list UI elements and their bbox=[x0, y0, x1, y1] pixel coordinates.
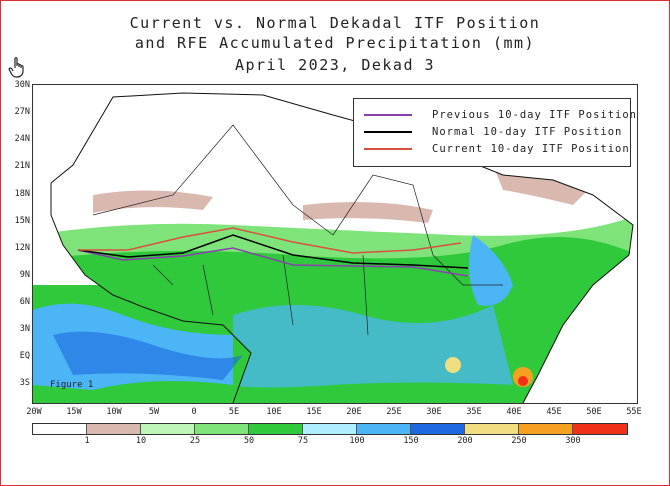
colorbar-label: 200 bbox=[457, 436, 473, 446]
legend-swatch-normal bbox=[364, 131, 412, 133]
x-tick-label: 5E bbox=[228, 407, 240, 417]
y-tick-label: 30N bbox=[14, 80, 30, 90]
chad-trace bbox=[303, 201, 433, 223]
country-borders bbox=[92, 124, 503, 336]
legend-swatch-current bbox=[364, 148, 412, 150]
colorbar-box bbox=[141, 424, 195, 434]
x-tick-label: 20E bbox=[346, 407, 362, 417]
y-tick-label: EQ bbox=[19, 351, 30, 361]
hand-pointer-icon[interactable] bbox=[8, 56, 28, 78]
colorbar-label: 250 bbox=[511, 436, 527, 446]
coastline bbox=[50, 92, 634, 403]
colorbar-label: 100 bbox=[349, 436, 365, 446]
normal-itf-line bbox=[77, 234, 469, 269]
colorbar-box bbox=[357, 424, 411, 434]
legend-item-previous: Previous 10-day ITF Position bbox=[364, 107, 637, 123]
x-tick-label: 20W bbox=[26, 407, 42, 417]
colorbar-label: 300 bbox=[565, 436, 581, 446]
colorbar-box bbox=[303, 424, 357, 434]
legend-swatch-previous bbox=[364, 114, 412, 116]
y-tick-label: 9N bbox=[19, 270, 30, 280]
colorbar-label: 1 bbox=[84, 436, 90, 446]
y-tick-label: 3N bbox=[19, 324, 30, 334]
x-tick-label: 45E bbox=[546, 407, 562, 417]
map-title-line-1: Current vs. Normal Dekadal ITF Position bbox=[129, 14, 541, 32]
y-tick-label: 24N bbox=[14, 134, 30, 144]
colorbar-label: 10 bbox=[135, 436, 147, 446]
colorbar-box bbox=[33, 424, 87, 434]
colorbar-box bbox=[573, 424, 627, 434]
map-title-line-3: April 2023, Dekad 3 bbox=[234, 56, 436, 74]
x-tick-label: 15W bbox=[66, 407, 82, 417]
rain-band-heavy bbox=[233, 305, 513, 388]
y-tick-label: 3S bbox=[19, 378, 30, 388]
x-tick-label: 50E bbox=[586, 407, 602, 417]
colorbar-label: 25 bbox=[189, 436, 201, 446]
y-tick-label: 6N bbox=[19, 297, 30, 307]
y-tick-label: 12N bbox=[14, 243, 30, 253]
legend-label-normal: Normal 10-day ITF Position bbox=[432, 126, 623, 138]
current-itf-line bbox=[78, 227, 462, 254]
colorbar-box bbox=[87, 424, 141, 434]
colorbar-label: 75 bbox=[297, 436, 309, 446]
coastal-rain-red bbox=[518, 376, 528, 386]
itf-legend: Previous 10-day ITF Position Normal 10-d… bbox=[353, 98, 636, 167]
precipitation-colorbar bbox=[32, 423, 628, 435]
x-tick-label: 10W bbox=[106, 407, 122, 417]
x-tick-label: 25E bbox=[386, 407, 402, 417]
legend-label-current: Current 10-day ITF Position bbox=[432, 143, 630, 155]
x-tick-label: 40E bbox=[506, 407, 522, 417]
x-tick-label: 35E bbox=[466, 407, 482, 417]
colorbar-label: 50 bbox=[243, 436, 255, 446]
figure-label: Figure 1 bbox=[50, 380, 94, 390]
previous-itf-line bbox=[77, 247, 469, 277]
colorbar-box bbox=[195, 424, 249, 434]
legend-item-normal: Normal 10-day ITF Position bbox=[364, 124, 622, 140]
x-tick-label: 30E bbox=[426, 407, 442, 417]
y-tick-label: 18N bbox=[14, 189, 30, 199]
colorbar-box bbox=[465, 424, 519, 434]
x-tick-label: 55E bbox=[626, 407, 642, 417]
x-tick-label: 0 bbox=[191, 407, 197, 417]
map-title-line-2: and RFE Accumulated Precipitation (mm) bbox=[134, 34, 536, 52]
colorbar-box bbox=[519, 424, 573, 434]
lake-victoria-rain bbox=[445, 357, 461, 373]
y-tick-label: 27N bbox=[14, 107, 30, 117]
y-tick-label: 21N bbox=[14, 161, 30, 171]
ethiopia-rain bbox=[469, 235, 513, 306]
y-tick-label: 15N bbox=[14, 216, 30, 226]
x-tick-label: 15E bbox=[306, 407, 322, 417]
x-tick-label: 10E bbox=[266, 407, 282, 417]
ocean-rain-heavy bbox=[53, 331, 243, 380]
legend-item-current: Current 10-day ITF Position bbox=[364, 141, 630, 157]
legend-label-previous: Previous 10-day ITF Position bbox=[432, 109, 638, 121]
colorbar-box bbox=[411, 424, 465, 434]
colorbar-box bbox=[249, 424, 303, 434]
x-tick-label: 5W bbox=[148, 407, 160, 417]
colorbar-label: 150 bbox=[403, 436, 419, 446]
